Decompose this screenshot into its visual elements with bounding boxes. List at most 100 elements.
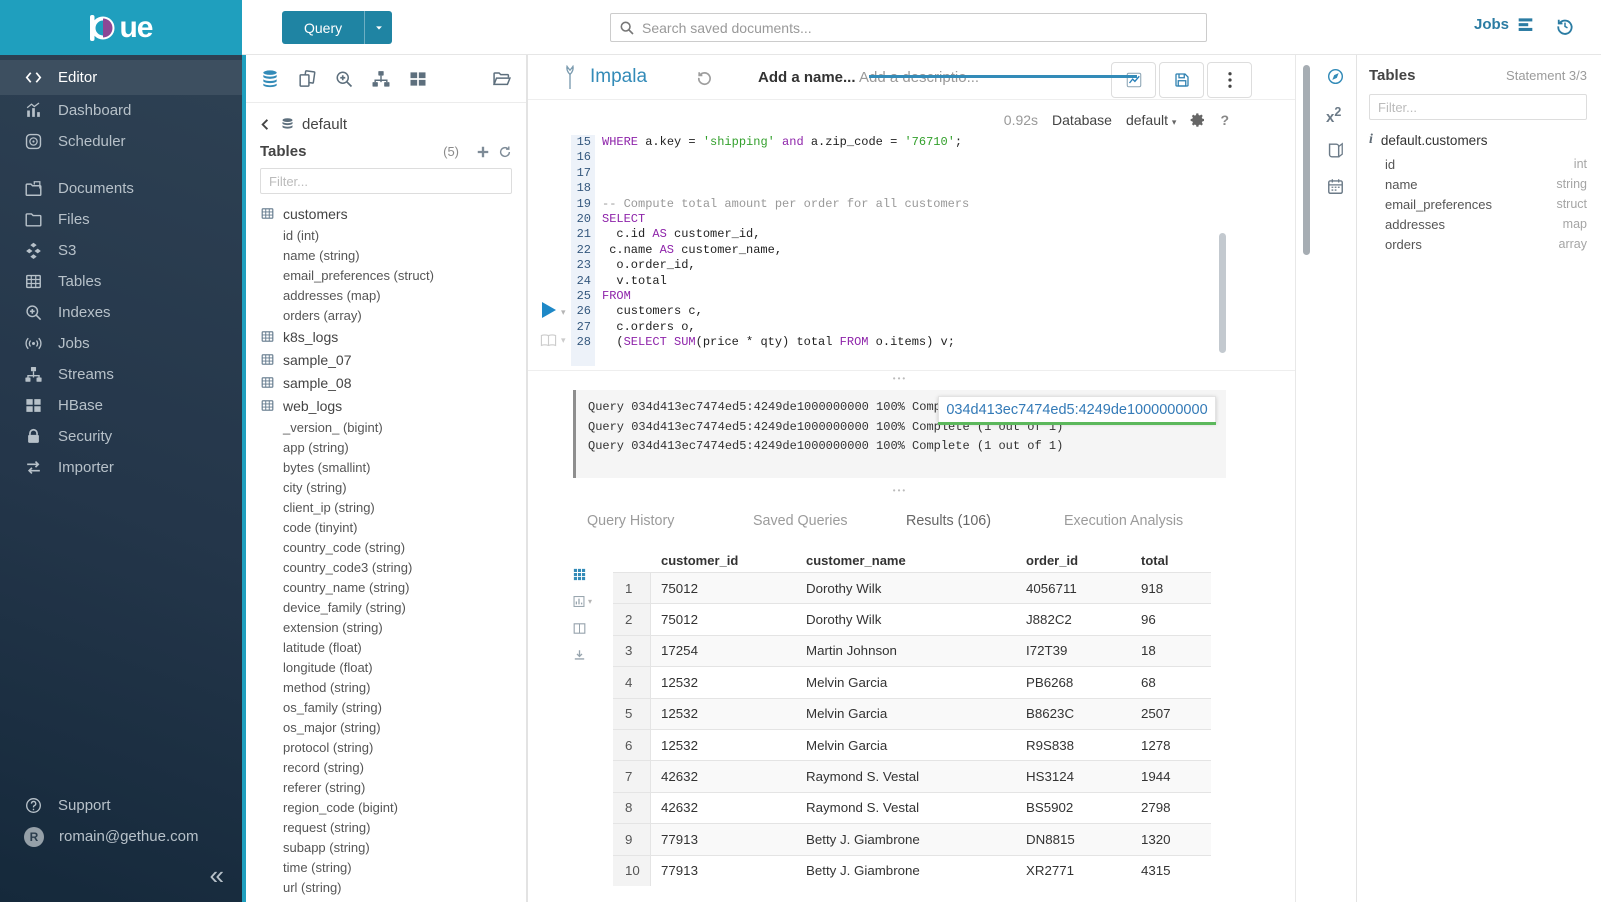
book-options-caret[interactable]: ▾ (561, 335, 566, 345)
folder-open-icon[interactable] (492, 69, 512, 89)
column-item[interactable]: app (string) (283, 439, 349, 455)
history-icon[interactable] (1555, 16, 1575, 36)
database-name[interactable]: default (302, 116, 348, 133)
column-item[interactable]: device_family (string) (283, 599, 406, 615)
superscript-icon[interactable]: x2 (1326, 105, 1342, 126)
tab-query-history[interactable]: Query History (587, 513, 675, 529)
column-item[interactable]: latitude (float) (283, 639, 362, 655)
add-table-icon[interactable] (476, 145, 490, 159)
open-book-icon[interactable] (540, 333, 557, 348)
table-item-web-logs[interactable]: web_logs (246, 394, 526, 417)
database-icon[interactable] (260, 69, 280, 89)
more-actions-button[interactable] (1207, 62, 1252, 98)
chart-button[interactable] (1111, 62, 1156, 98)
query-name-field[interactable]: Add a name... (758, 69, 856, 86)
right-filter-input[interactable] (1369, 94, 1587, 120)
table-row[interactable]: 9 77913 Betty J. Giambrone DN8815 1320 (613, 823, 1211, 855)
bar-chart-icon-group[interactable]: ▾ (572, 594, 592, 621)
column-item[interactable]: bytes (smallint) (283, 459, 371, 475)
column-item[interactable]: id (int) (283, 227, 320, 243)
chevron-left-icon[interactable] (258, 117, 273, 132)
table-item-sample-07[interactable]: sample_07 (246, 348, 526, 371)
help-icon[interactable]: ? (1220, 112, 1229, 128)
resize-handle-bottom[interactable]: ••• (892, 486, 908, 495)
database-selector[interactable]: default ▾ (1125, 112, 1177, 128)
resize-handle-top[interactable]: ••• (892, 374, 908, 383)
jobs-link[interactable]: Jobs (1474, 16, 1534, 33)
column-item[interactable]: country_code3 (string) (283, 559, 413, 575)
table-item-sample-08[interactable]: sample_08 (246, 371, 526, 394)
column-item[interactable]: _version_ (bigint) (283, 419, 383, 435)
search-plus-icon[interactable] (334, 69, 354, 89)
table-row[interactable]: 1 75012 Dorothy Wilk 4056711 918 (613, 572, 1211, 604)
column-header-order-id[interactable]: order_id (1026, 553, 1079, 568)
column-item[interactable]: os_major (string) (283, 719, 381, 735)
tab-execution-analysis[interactable]: Execution Analysis (1064, 513, 1184, 529)
table-item-k8s-logs[interactable]: k8s_logs (246, 325, 526, 348)
column-item[interactable]: record (string) (283, 759, 364, 775)
column-item[interactable]: country_name (string) (283, 579, 410, 595)
columns-icon[interactable] (572, 621, 587, 636)
book-icon[interactable] (1326, 141, 1345, 160)
table-row[interactable]: 6 12532 Melvin Garcia R9S838 1278 (613, 728, 1211, 761)
sql-code-editor[interactable]: 15 WHERE a.key = 'shipping' and a.zip_co… (528, 135, 1269, 370)
column-item[interactable]: orders (array) (283, 307, 362, 323)
column-item-email-preferences[interactable]: email_preferences struct (1369, 194, 1587, 214)
refresh-icon[interactable] (498, 145, 512, 159)
table-item-customers[interactable]: customers (246, 202, 526, 225)
column-item[interactable]: extension (string) (283, 619, 383, 635)
table-row[interactable]: 3 17254 Martin Johnson I72T39 18 (613, 634, 1211, 667)
grid-icon[interactable] (572, 567, 587, 582)
table-row[interactable]: 5 12532 Melvin Garcia B8623C 2507 (613, 697, 1211, 729)
query-id-link[interactable]: 034d413ec7474ed5:4249de1000000000 (946, 401, 1208, 418)
sidebar-item-streams[interactable]: Streams (0, 359, 242, 390)
main-scrollbar[interactable] (1303, 65, 1310, 255)
engine-name[interactable]: Impala (590, 66, 648, 87)
calendar-icon[interactable] (1326, 177, 1345, 196)
documents-copy-icon[interactable] (297, 69, 317, 89)
column-item[interactable]: method (string) (283, 679, 371, 695)
column-item[interactable]: longitude (float) (283, 659, 373, 675)
sidebar-item-importer[interactable]: Importer (0, 452, 242, 483)
sidebar-item-security[interactable]: Security (0, 421, 242, 452)
column-item[interactable]: referer (string) (283, 779, 366, 795)
column-item-name[interactable]: name string (1369, 174, 1587, 194)
sidebar-item-editor[interactable]: Editor (0, 60, 242, 95)
column-item[interactable]: code (tinyint) (283, 519, 358, 535)
column-item[interactable]: subapp (string) (283, 839, 370, 855)
execute-query-button[interactable] (542, 302, 556, 318)
tables-filter-input[interactable] (260, 168, 512, 194)
query-id-tooltip[interactable]: 034d413ec7474ed5:4249de1000000000 (938, 396, 1216, 425)
sidebar-item-s3[interactable]: S3 (0, 235, 242, 266)
column-header-customer-name[interactable]: customer_name (806, 553, 906, 568)
sidebar-item-romain-gethue-com[interactable]: R romain@gethue.com (0, 821, 242, 852)
column-item[interactable]: os_family (string) (283, 699, 382, 715)
save-button[interactable] (1159, 62, 1204, 98)
column-item[interactable]: email_preferences (struct) (283, 267, 434, 283)
column-item-addresses[interactable]: addresses map (1369, 214, 1587, 234)
search-input[interactable] (642, 19, 1198, 36)
sidebar-item-jobs[interactable]: Jobs (0, 328, 242, 359)
table-row[interactable]: 8 42632 Raymond S. Vestal BS5902 2798 (613, 791, 1211, 824)
sidebar-item-hbase[interactable]: HBase (0, 390, 242, 421)
sidebar-item-files[interactable]: Files (0, 204, 242, 235)
column-item[interactable]: addresses (map) (283, 287, 381, 303)
table-row[interactable]: 2 75012 Dorothy Wilk J882C2 96 (613, 603, 1211, 635)
column-item[interactable]: request (string) (283, 819, 371, 835)
tab-saved-queries[interactable]: Saved Queries (753, 513, 848, 529)
sidebar-item-support[interactable]: Support (0, 790, 242, 821)
column-item[interactable]: time (string) (283, 859, 352, 875)
column-item[interactable]: region_code (bigint) (283, 799, 398, 815)
gear-icon[interactable] (1190, 112, 1206, 128)
download-icon[interactable] (572, 648, 587, 663)
hue-logo[interactable]: ue (89, 12, 154, 43)
sidebar-item-tables[interactable]: Tables (0, 266, 242, 297)
tab-results-106-[interactable]: Results (106) (906, 513, 992, 529)
column-item[interactable]: user_agent (string) (246, 897, 526, 901)
column-item[interactable]: name (string) (283, 247, 360, 263)
column-header-customer-id[interactable]: customer_id (661, 553, 739, 568)
new-query-button[interactable]: Query (282, 11, 393, 44)
sidebar-item-dashboard[interactable]: Dashboard (0, 95, 242, 126)
query-type-dropdown[interactable] (364, 11, 392, 44)
compass-icon[interactable] (1326, 67, 1345, 86)
